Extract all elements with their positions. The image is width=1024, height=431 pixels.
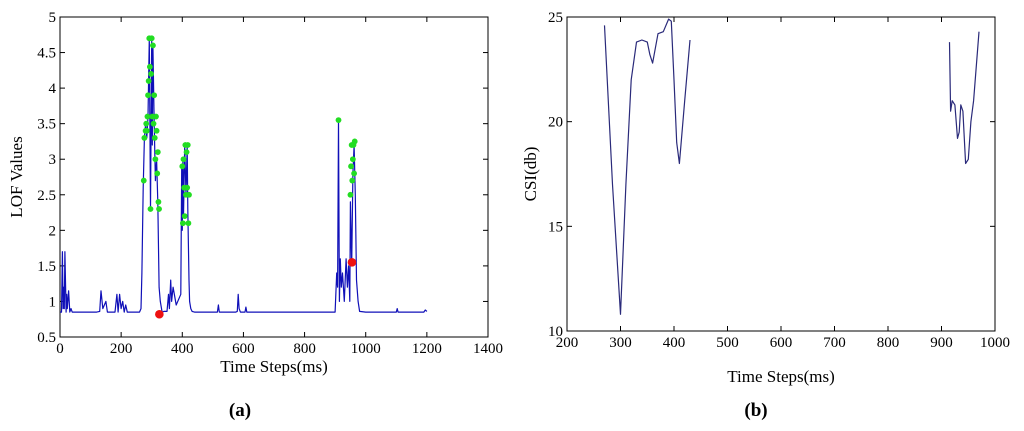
chart-a-marker-green	[147, 206, 154, 212]
chart-a-marker-green	[151, 134, 158, 141]
chart-a-marker-green	[348, 163, 354, 170]
chart-a-marker-green	[186, 191, 192, 198]
chart-a-marker-green	[145, 78, 152, 84]
chart-a-y-axis-label: LOF Values	[7, 136, 26, 217]
chart-a-marker-red	[155, 309, 164, 319]
chart-a-marker-green	[143, 127, 150, 134]
chart-a: 0 200 400 600 800 1000 1200 1400 0.5 1 1.5 2 2.5 3 3.5…	[7, 10, 503, 376]
chart-b-y-axis-label: CSI(db)	[521, 147, 540, 202]
chart-b-x-tick-label: 400	[663, 335, 686, 351]
chart-a-marker-green	[179, 220, 186, 227]
chart-b-x-tick-label: 1000	[980, 335, 1010, 351]
chart-b-y-tick-label: 10	[548, 324, 563, 340]
chart-a-x-axis-label: Time Steps(ms)	[220, 357, 328, 376]
chart-a-marker-green	[347, 191, 354, 198]
chart-a-x-tick-label: 1200	[412, 341, 442, 357]
chart-a-marker-green	[335, 117, 342, 124]
chart-a-x-tick-label: 400	[171, 341, 194, 357]
chart-b-x-tick-label: 300	[609, 335, 632, 351]
chart-b-x-tick-label: 500	[716, 335, 739, 351]
chart-a-marker-green	[146, 63, 153, 70]
chart-a-y-tick-label: 4.5	[37, 46, 56, 62]
chart-a-marker-green	[185, 220, 192, 227]
chart-a-caption: (a)	[229, 400, 251, 421]
chart-a-y-tick-label: 0.5	[37, 330, 56, 346]
chart-b-y-tick-label: 15	[548, 219, 563, 235]
chart-a-marker-green	[154, 170, 161, 177]
chart-a-marker-green	[184, 184, 191, 191]
chart-a-x-tick-label: 200	[110, 341, 133, 357]
chart-b-plot-frame	[566, 16, 996, 332]
chart-b-x-tick-label: 200	[556, 335, 579, 351]
chart-a-marker-green	[349, 177, 356, 184]
chart-a-marker-green	[143, 120, 150, 127]
chart-a-marker-green	[180, 156, 187, 163]
chart-b-series-line-1	[603, 18, 691, 315]
chart-a-x-tick-label: 600	[232, 341, 255, 357]
chart-b-x-tick-label: 700	[823, 335, 846, 351]
chart-b-series-line-2	[948, 31, 980, 165]
chart-a-x-tick-label: 0	[56, 341, 64, 357]
chart-a-marker-green	[349, 156, 356, 163]
chart-a-marker-green	[154, 149, 161, 156]
chart-a-marker-green	[183, 149, 190, 156]
chart-a-marker-green	[351, 138, 358, 145]
chart-a-marker-green	[148, 70, 155, 77]
chart-a-y-tick-label: 4	[49, 81, 57, 97]
chart-a-y-tick-label: 2.5	[37, 188, 56, 204]
chart-a-y-tick-label: 3.5	[37, 117, 56, 133]
chart-a-marker-green	[179, 163, 186, 170]
chart-a-x-tick-label: 1400	[473, 341, 503, 357]
chart-b-caption: (b)	[744, 400, 767, 421]
chart-a-marker-green	[151, 92, 158, 99]
chart-a-y-tick-label: 3	[49, 152, 57, 168]
chart-a-marker-green	[155, 198, 162, 205]
chart-b-x-axis-label: Time Steps(ms)	[727, 367, 835, 386]
chart-b-x-tick-label: 800	[877, 335, 900, 351]
chart-a-series-line-1	[60, 37, 428, 313]
chart-b-x-tick-label: 600	[770, 335, 793, 351]
chart-a-marker-green	[148, 35, 155, 42]
chart-a-marker-green	[351, 170, 357, 177]
chart-b-plot-area	[603, 18, 980, 315]
chart-a-y-tick-label: 2	[49, 223, 57, 239]
chart-a-x-tick-label: 1000	[351, 341, 381, 357]
chart-b-y-tick-label: 25	[548, 10, 563, 26]
chart-a-marker-green	[150, 120, 157, 127]
chart-a-y-tick-label: 5	[49, 10, 57, 26]
chart-a-y-tick-label: 1.5	[37, 259, 56, 275]
chart-b-x-tick-label: 900	[930, 335, 953, 351]
chart-b: 200 300 400 500 600 700 800 900 1000 10 15 20 25 Time…	[521, 10, 1010, 386]
chart-a-marker-green	[145, 92, 151, 99]
chart-a-y-tick-label: 1	[49, 294, 57, 310]
chart-a-marker-green	[181, 213, 188, 220]
chart-a-x-tick-label: 800	[293, 341, 316, 357]
chart-a-marker-green	[156, 206, 162, 212]
chart-a-marker-green	[150, 42, 156, 49]
chart-a-marker-green	[153, 127, 160, 134]
chart-a-plot-frame	[59, 16, 489, 338]
chart-a-marker-green	[152, 156, 159, 163]
chart-a-plot-area	[60, 35, 428, 319]
chart-a-marker-green	[184, 142, 191, 148]
chart-a-marker-green	[144, 113, 151, 120]
chart-a-marker-green	[141, 134, 148, 141]
chart-a-marker-red	[347, 258, 357, 267]
chart-b-y-tick-label: 20	[548, 115, 563, 131]
chart-a-marker-green	[140, 177, 147, 184]
chart-a-marker-green	[153, 113, 159, 120]
